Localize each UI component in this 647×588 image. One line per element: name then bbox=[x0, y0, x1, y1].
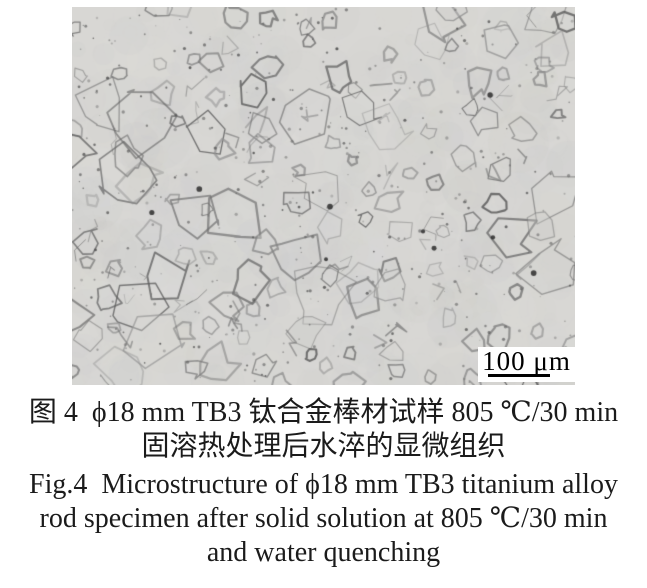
caption-en-line2: rod specimen after solid solution at 805… bbox=[39, 503, 608, 534]
caption-en-line1: Fig.4 Microstructure of ϕ18 mm TB3 titan… bbox=[29, 469, 618, 500]
micrograph-image bbox=[72, 7, 575, 385]
caption-en-line3: and water quenching bbox=[206, 537, 441, 568]
scale-bar-label: 100 μm bbox=[482, 346, 571, 376]
micrograph: 100 μm bbox=[72, 7, 575, 385]
caption-chinese: 图 4 ϕ18 mm TB3 钛合金棒材试样 805 ℃/30 min 固溶热处… bbox=[0, 396, 647, 464]
caption-english: Fig.4 Microstructure of ϕ18 mm TB3 titan… bbox=[0, 468, 647, 570]
caption-zh-line1: 图 4 ϕ18 mm TB3 钛合金棒材试样 805 ℃/30 min bbox=[28, 397, 619, 428]
scale-bar: 100 μm bbox=[478, 347, 575, 382]
caption-zh-line2: 固溶热处理后水淬的显微组织 bbox=[141, 431, 506, 462]
scale-bar-line bbox=[488, 374, 550, 377]
